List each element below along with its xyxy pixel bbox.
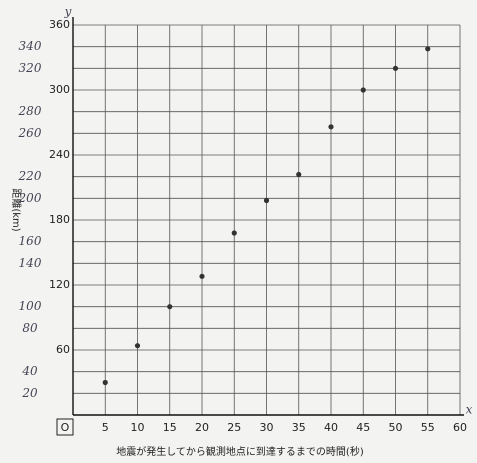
y-tick-label: 20 bbox=[21, 386, 38, 400]
x-tick-label: 20 bbox=[195, 421, 209, 434]
x-axis-name: x bbox=[466, 403, 473, 417]
x-tick-label: 15 bbox=[163, 421, 177, 434]
y-tick-label: 60 bbox=[56, 343, 70, 356]
x-tick-label: 60 bbox=[453, 421, 467, 434]
y-tick-label: 140 bbox=[19, 256, 42, 270]
y-tick-label: 40 bbox=[21, 364, 38, 378]
y-tick-label: 100 bbox=[19, 299, 42, 313]
x-tick-label: 40 bbox=[324, 421, 338, 434]
y-axis-name: y bbox=[64, 5, 72, 19]
y-tick-label: 200 bbox=[18, 191, 42, 205]
y-tick-label: 80 bbox=[22, 321, 38, 335]
y-tick-label: 280 bbox=[18, 104, 42, 118]
data-point bbox=[199, 274, 204, 279]
y-tick-label: 320 bbox=[19, 61, 42, 75]
y-tick-label: 260 bbox=[18, 126, 42, 140]
data-point bbox=[103, 380, 108, 385]
chart: 地震が発生してから観測地点に到達するまでの時間(秒) 距離(km) y x 20… bbox=[0, 0, 477, 463]
x-tick-label: 25 bbox=[227, 421, 241, 434]
y-tick-label: 240 bbox=[49, 148, 70, 161]
x-tick-label: O bbox=[61, 421, 70, 434]
x-tick-label: 35 bbox=[292, 421, 306, 434]
y-tick-label: 120 bbox=[49, 278, 70, 291]
data-point bbox=[135, 343, 140, 348]
y-tick-label: 340 bbox=[19, 39, 42, 53]
y-tick-label: 300 bbox=[49, 83, 70, 96]
data-point bbox=[393, 66, 398, 71]
data-point bbox=[296, 172, 301, 177]
data-point bbox=[264, 198, 269, 203]
data-point bbox=[328, 124, 333, 129]
y-tick-label: 220 bbox=[18, 169, 42, 183]
data-point bbox=[425, 46, 430, 51]
x-tick-label: 50 bbox=[389, 421, 403, 434]
x-axis-label: 地震が発生してから観測地点に到達するまでの時間(秒) bbox=[116, 445, 364, 458]
x-tick-label: 30 bbox=[260, 421, 274, 434]
x-tick-label: 55 bbox=[421, 421, 435, 434]
data-point bbox=[167, 304, 172, 309]
data-point bbox=[361, 87, 366, 92]
y-tick-label: 160 bbox=[19, 234, 42, 248]
y-tick-label: 360 bbox=[49, 18, 70, 31]
x-tick-label: 10 bbox=[131, 421, 145, 434]
data-point bbox=[232, 230, 237, 235]
x-tick-label: 45 bbox=[356, 421, 370, 434]
y-tick-label: 180 bbox=[49, 213, 70, 226]
x-tick-label: 5 bbox=[102, 421, 109, 434]
